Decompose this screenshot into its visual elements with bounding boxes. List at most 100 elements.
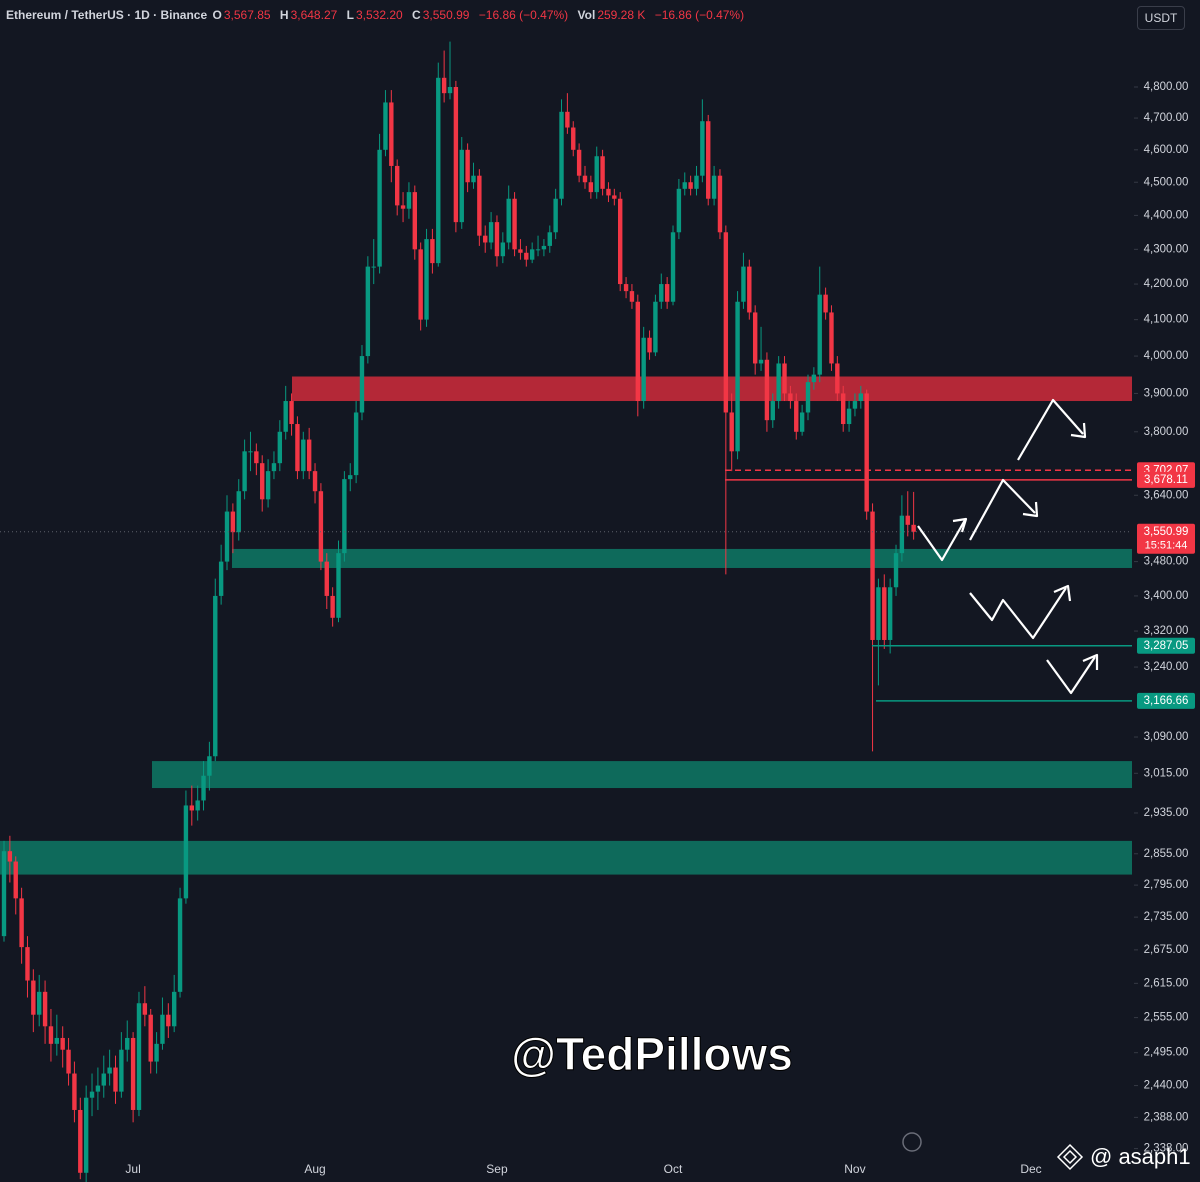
candle-body — [747, 266, 752, 313]
candle-body — [835, 363, 840, 394]
candle-body — [858, 393, 864, 402]
candle-body — [729, 412, 734, 452]
y-tick-label: 4,000.00 — [1144, 350, 1189, 362]
candle-body — [471, 175, 476, 183]
candle-body — [794, 401, 799, 432]
countdown: 15:51:44 — [1145, 540, 1188, 552]
candle-body — [230, 511, 236, 533]
candle-body — [576, 149, 582, 176]
y-tick-label: 2,675.00 — [1144, 944, 1189, 956]
zone — [0, 840, 1132, 875]
candle-body — [670, 232, 676, 302]
x-tick-label: Aug — [304, 1162, 325, 1176]
candle-body — [42, 991, 48, 1027]
candle-body — [400, 205, 406, 209]
price-tag-label: 3,287.05 — [1144, 640, 1189, 652]
candle-body — [518, 249, 523, 253]
candle-body — [218, 561, 224, 596]
y-tick-label: 2,555.00 — [1144, 1012, 1189, 1024]
candle-body — [177, 898, 183, 992]
candle-body — [776, 363, 781, 402]
candle-body — [600, 156, 605, 189]
y-tick-label: 2,735.00 — [1144, 911, 1189, 923]
candle-body — [365, 266, 371, 357]
candle-body — [31, 980, 36, 1015]
price-axis — [1134, 0, 1200, 1182]
candle-body — [770, 401, 775, 421]
candle-body — [465, 149, 470, 183]
candle-body — [136, 1003, 142, 1110]
price-tag — [1137, 523, 1195, 554]
candle-body — [841, 393, 846, 425]
candle-body — [447, 86, 453, 94]
y-tick-label: 2,615.00 — [1144, 977, 1189, 989]
y-tick-label: 3,800.00 — [1144, 426, 1189, 438]
x-tick-label: Jul — [125, 1162, 140, 1176]
candle-body — [664, 284, 670, 302]
candle-body — [312, 471, 318, 492]
candle-body — [893, 553, 899, 588]
candle-body — [500, 242, 506, 257]
y-tick-label: 3,015.00 — [1144, 767, 1189, 779]
credit: @ asaph1 — [1090, 1144, 1191, 1169]
candle-body — [430, 239, 435, 264]
candle-body — [154, 1043, 159, 1062]
candle-body — [306, 439, 312, 472]
arrow — [1017, 398, 1084, 461]
candle-body — [7, 851, 13, 862]
label: H — [279, 8, 289, 22]
y-tick-label: 2,495.00 — [1144, 1047, 1189, 1059]
logo — [1056, 1143, 1084, 1171]
candle-body — [113, 1067, 118, 1092]
y-tick-label: 4,200.00 — [1144, 278, 1189, 290]
y-tick-label: 3,240.00 — [1144, 661, 1189, 673]
label: C — [412, 8, 421, 22]
candle-body — [78, 1109, 83, 1173]
candle-body — [95, 1085, 101, 1092]
value: 3,648.27 — [290, 8, 338, 22]
alert-icon[interactable] — [902, 1132, 922, 1152]
candle-body — [711, 175, 717, 199]
price-tag-label: 3,166.66 — [1144, 695, 1189, 707]
candle-body — [166, 1014, 171, 1027]
candle-body — [524, 252, 529, 260]
candle-body — [383, 102, 388, 150]
y-tick-label: 4,500.00 — [1144, 176, 1189, 188]
candle-body — [48, 1026, 54, 1044]
candle-body — [764, 359, 770, 421]
candle-body — [107, 1067, 112, 1074]
candle-body — [752, 312, 758, 364]
candle-body — [659, 284, 664, 302]
candle-body — [37, 991, 42, 1015]
y-tick-label: 3,320.00 — [1144, 625, 1189, 637]
y-tick-label: 4,800.00 — [1144, 81, 1189, 93]
candle-body — [324, 561, 329, 596]
candle-body — [541, 245, 547, 250]
candle-body — [811, 374, 817, 383]
candle-body — [406, 192, 412, 209]
candle-body — [911, 524, 916, 532]
candle-body — [506, 198, 511, 243]
candle-body — [89, 1091, 95, 1098]
candle-body — [887, 587, 893, 640]
candle-body — [54, 1037, 60, 1044]
candle-body — [224, 511, 230, 562]
candle-body — [72, 1073, 77, 1110]
currency-button[interactable]: USDT — [1137, 6, 1185, 30]
price-tag — [1137, 637, 1195, 654]
candle-body — [336, 553, 341, 618]
candle-body — [83, 1097, 89, 1173]
arrow-head — [1022, 501, 1039, 518]
candle-body — [271, 463, 277, 472]
candle-body — [823, 294, 828, 313]
candle-body — [553, 198, 558, 233]
candle-body — [119, 1049, 124, 1092]
candle-body — [260, 463, 265, 500]
label: L — [346, 8, 354, 22]
candle-body — [377, 149, 382, 267]
y-tick-label: 2,440.00 — [1144, 1080, 1189, 1092]
candle-body — [676, 188, 682, 233]
candle-body — [735, 301, 740, 452]
arrow-head — [1053, 584, 1072, 602]
